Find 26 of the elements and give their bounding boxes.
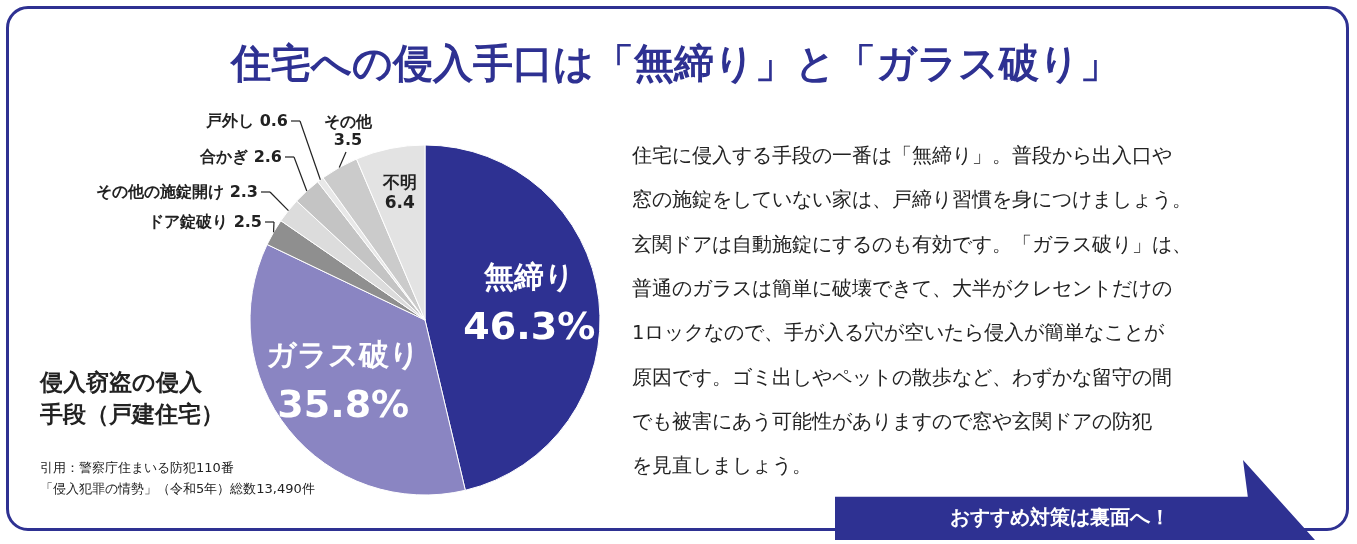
text: 引用：警察庁住まいる防犯110番 <box>40 460 234 475</box>
data-label: 35.8% <box>277 381 410 426</box>
text: 窓の施錠をしていない家は、戸締り習慣を身につけましょう。 <box>632 188 1192 212</box>
slice-label: 無締り <box>482 258 575 294</box>
text: 手段（戸建住宅） <box>39 401 224 427</box>
slice-label: ガラス破り <box>266 336 421 372</box>
data-label: 3.5 <box>333 130 363 149</box>
slice-label: 戸外し 0.6 <box>205 111 288 130</box>
slice-label: 不明 <box>381 171 417 192</box>
text: 侵入窃盗の侵入 <box>39 369 203 395</box>
text: 原因です。ゴミ出しやペットの散歩など、わずかな留守の間 <box>632 365 1172 389</box>
text: おすすめ対策は裏面へ！ <box>950 505 1170 529</box>
data-label: 6.4 <box>384 191 416 212</box>
text: 普通のガラスは簡単に破壊できて、大半がクレセントだけの <box>632 276 1172 300</box>
data-label: 46.3% <box>463 303 596 348</box>
text: 1ロックなので、手が入る穴が空いたら侵入が簡単なことが <box>632 321 1166 345</box>
slice-label: 合かぎ 2.6 <box>199 147 282 166</box>
slice-label: その他の施錠開け 2.3 <box>96 182 258 201</box>
slice-label: その他 <box>324 112 373 131</box>
chart-title: 住宅への侵入手口は「無締り」と「ガラス破り」 <box>228 40 1120 86</box>
text: でも被害にあう可能性がありますので窓や玄関ドアの防犯 <box>632 409 1152 433</box>
slice-label: ドア錠破り 2.5 <box>148 212 262 231</box>
text: 「侵入犯罪の情勢」（令和5年）総数13,490件 <box>40 481 315 496</box>
text: 玄関ドアは自動施錠にするのも有効です。「ガラス破り」は、 <box>632 232 1192 256</box>
text: を見直しましょう。 <box>632 454 812 478</box>
text: 住宅に侵入する手段の一番は「無締り」。普段から出入口や <box>631 144 1172 167</box>
